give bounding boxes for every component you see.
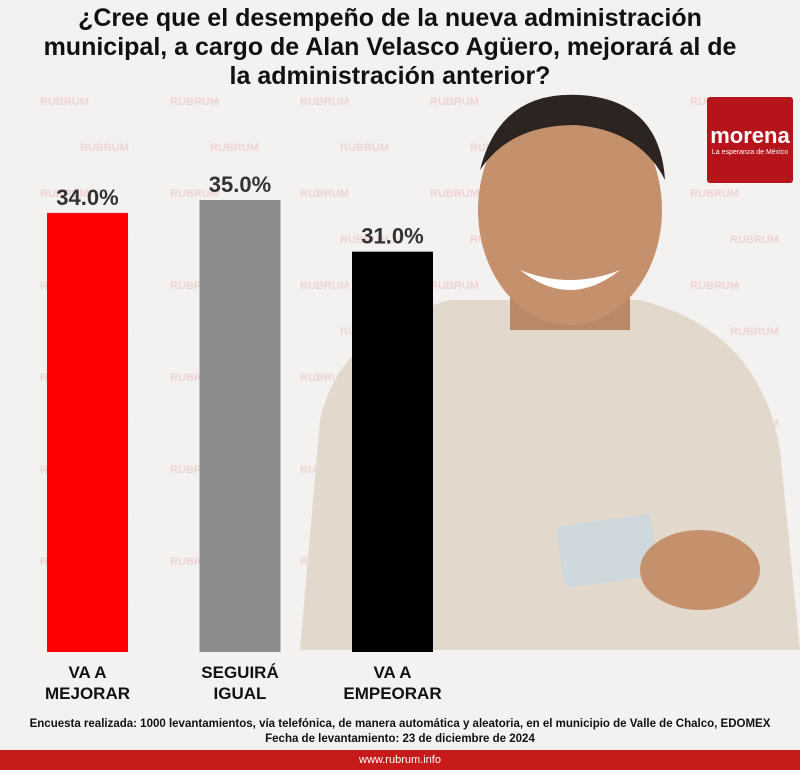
- category-label: VA A MEJORAR: [44, 663, 130, 703]
- watermark-text: RUBRUM: [340, 142, 389, 154]
- footer-note: Encuesta realizada: 1000 levantamientos,…: [29, 718, 771, 730]
- logo: morena La esperanza de México: [707, 97, 793, 183]
- watermark-text: RUBRUM: [690, 280, 739, 292]
- watermark-text: RUBRUM: [80, 142, 129, 154]
- watermark-text: RUBRUM: [40, 188, 89, 200]
- logo-tagline: La esperanza de México: [711, 149, 789, 156]
- watermark-text: RUBRUM: [210, 142, 259, 154]
- watermark-text: RUBRUM: [300, 280, 349, 292]
- watermark-text: RUBRUM: [690, 188, 739, 200]
- bar: [47, 212, 128, 652]
- footer-date: Fecha de levantamiento: 23 de diciembre …: [265, 733, 535, 745]
- watermark-text: RUBRUM: [730, 326, 779, 338]
- bar: [199, 200, 281, 652]
- watermark-text: RUBRUM: [340, 234, 389, 246]
- watermark-text: RUBRUM: [40, 96, 89, 108]
- value-label: 35.0%: [209, 172, 271, 197]
- logo-name: morena: [710, 123, 790, 148]
- watermark-text: RUBRUM: [170, 188, 219, 200]
- watermark-text: RUBRUM: [430, 280, 479, 292]
- chart-title: ¿Cree que el desempeño de la nueva admin…: [43, 4, 737, 90]
- website: www.rubrum.info: [0, 750, 800, 770]
- value-label: 31.0%: [361, 224, 423, 249]
- category-label: SEGUIRÁ IGUAL: [201, 663, 279, 703]
- category-label: VA A EMPEORAR: [343, 663, 442, 703]
- value-label: 34.0%: [56, 185, 118, 210]
- watermark-text: RUBRUM: [430, 188, 479, 200]
- watermark-text: RUBRUM: [730, 234, 779, 246]
- watermark-text: RUBRUM: [430, 96, 479, 108]
- watermark-text: RUBRUM: [170, 96, 219, 108]
- watermark-text: RUBRUM: [300, 96, 349, 108]
- watermark-text: RUBRUM: [300, 188, 349, 200]
- bar: [352, 251, 433, 652]
